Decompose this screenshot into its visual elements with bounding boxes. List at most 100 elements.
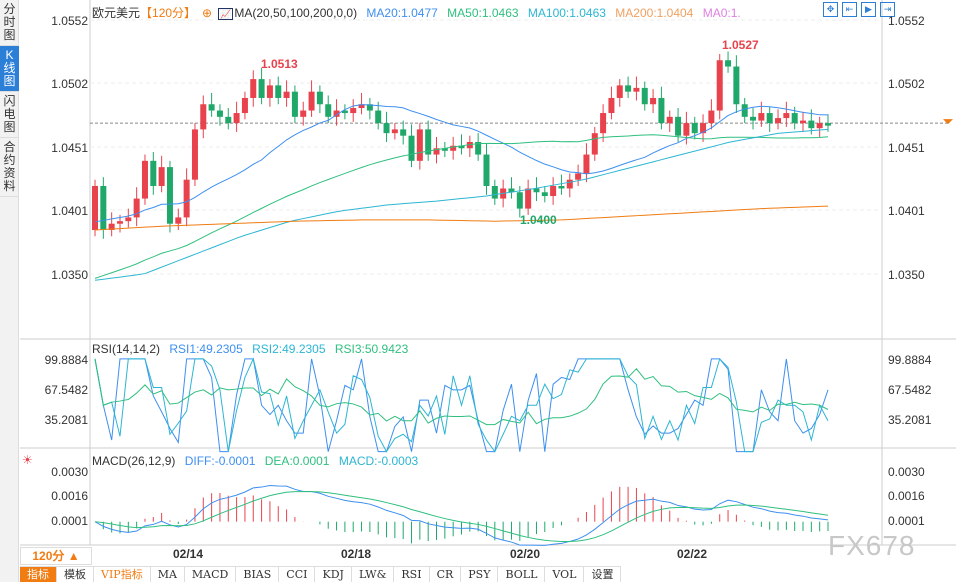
candle-body: [291, 91, 298, 117]
crosshair-icon[interactable]: ⊕: [202, 6, 213, 20]
tab-vol[interactable]: VOL: [545, 567, 585, 582]
tab-macd[interactable]: MACD: [185, 567, 237, 582]
symbol-name: 欧元美元: [92, 6, 141, 20]
period-button[interactable]: 120分 ▲: [20, 547, 92, 565]
candle-body: [425, 129, 432, 155]
candle-body: [508, 188, 515, 193]
candle-body: [258, 79, 265, 98]
tab-settings[interactable]: 设置: [584, 567, 622, 582]
price-tick: 1.0502: [51, 77, 88, 91]
tab-bias[interactable]: BIAS: [236, 567, 280, 582]
rsi3-line: [94, 358, 829, 426]
candle-body: [133, 198, 140, 218]
candle-body: [550, 185, 557, 197]
candle-body: [341, 110, 348, 114]
ma20-value: MA20:1.0477: [366, 6, 438, 20]
sidebar: 分时图 K线图 闪电图 合约资料: [0, 0, 19, 582]
tab-timeshare[interactable]: 分时图: [0, 0, 19, 46]
tab-kline[interactable]: K线图: [0, 46, 19, 92]
macd-tick: 0.0001: [51, 514, 88, 528]
ma0-value: MA0:1.: [702, 6, 741, 20]
tab-flash[interactable]: 闪电图: [0, 92, 19, 138]
play-icon[interactable]: ▶: [861, 2, 876, 17]
candle-body: [633, 87, 640, 92]
macd-legend: MACD(26,12,9) DIFF:-0.0001 DEA:0.0001 MA…: [92, 454, 424, 468]
go-end-icon[interactable]: ⇥: [880, 2, 895, 17]
candle-body: [475, 141, 482, 155]
tab-psy[interactable]: PSY: [461, 567, 499, 582]
candle-body: [150, 160, 157, 186]
tab-ma[interactable]: MA: [151, 567, 185, 582]
candle-body: [641, 87, 648, 105]
candle-body: [483, 154, 490, 186]
candle-body: [441, 148, 448, 151]
candle-body: [683, 123, 690, 136]
macd-tick: 0.0030: [888, 465, 925, 479]
x-tick: 02/14: [173, 547, 204, 561]
candle-body: [733, 66, 740, 105]
candle-body: [366, 104, 373, 111]
macd-tick: 0.0016: [51, 489, 88, 503]
macd-tick: 0.0030: [51, 465, 88, 479]
candle-body: [608, 97, 615, 114]
candle-body: [275, 85, 282, 98]
candle-body: [375, 110, 382, 124]
move-icon[interactable]: ✥: [823, 2, 838, 17]
candle-body: [433, 148, 440, 155]
ma20-line: [94, 104, 829, 223]
zoom-range-icon[interactable]: ⇤: [842, 2, 857, 17]
candle-body: [516, 192, 523, 209]
price-tick: 1.0350: [888, 268, 925, 282]
ma200-line: [94, 205, 829, 231]
candle-body: [225, 116, 232, 124]
tab-cci[interactable]: CCI: [279, 567, 316, 582]
candle-body: [391, 129, 398, 134]
chart-icon[interactable]: 📈: [218, 8, 234, 20]
candle-body: [116, 221, 123, 224]
candle-body: [408, 135, 415, 161]
rsi-tick: 35.2081: [888, 413, 932, 427]
candle-body: [208, 104, 215, 111]
candle-body: [675, 116, 682, 136]
tab-contract-info[interactable]: 合约资料: [0, 138, 19, 197]
price-tick: 1.0451: [51, 141, 88, 155]
tab-indicator[interactable]: 指标: [20, 567, 57, 582]
candle-body: [783, 113, 790, 119]
candle-body: [650, 97, 657, 105]
x-tick: 02/22: [677, 547, 708, 561]
candle-body: [566, 179, 573, 189]
candle-body: [100, 185, 107, 230]
price-tick: 1.0552: [51, 14, 88, 28]
ma100-value: MA100:1.0463: [527, 6, 606, 20]
tab-cr[interactable]: CR: [430, 567, 462, 582]
x-tick: 02/18: [341, 547, 372, 561]
rsi-tick: 99.8884: [888, 353, 932, 367]
tab-rsi[interactable]: RSI: [394, 567, 430, 582]
candle-body: [183, 179, 190, 218]
candle-body: [383, 123, 390, 134]
settings-icon[interactable]: ☀: [22, 453, 33, 467]
tab-template[interactable]: 模板: [57, 567, 94, 582]
rsi-tick: 67.5482: [44, 383, 88, 397]
rsi-tick: 35.2081: [44, 413, 88, 427]
candle-body: [616, 85, 623, 98]
candle-body: [300, 110, 307, 117]
price-tick: 1.0451: [888, 141, 925, 155]
ma-params[interactable]: MA(20,50,100,200,0,0): [234, 6, 358, 20]
tab-boll[interactable]: BOLL: [498, 567, 546, 582]
tab-lw[interactable]: LW&: [352, 567, 395, 582]
candle-body: [541, 192, 548, 197]
tab-vip[interactable]: VIP指标: [94, 567, 151, 582]
macd-params[interactable]: MACD(26,12,9): [92, 454, 176, 468]
candle-body: [808, 120, 815, 129]
chart-tools: ✥ ⇤ ▶ ⇥: [823, 2, 895, 17]
candle-body: [92, 185, 98, 230]
rsi-params[interactable]: RSI(14,14,2): [92, 342, 161, 356]
tab-kdj[interactable]: KDJ: [315, 567, 352, 582]
candle-body: [191, 129, 198, 180]
candle-body: [658, 97, 665, 124]
ma50-line: [94, 134, 829, 279]
candle-body: [800, 120, 807, 124]
candle-body: [250, 79, 257, 98]
